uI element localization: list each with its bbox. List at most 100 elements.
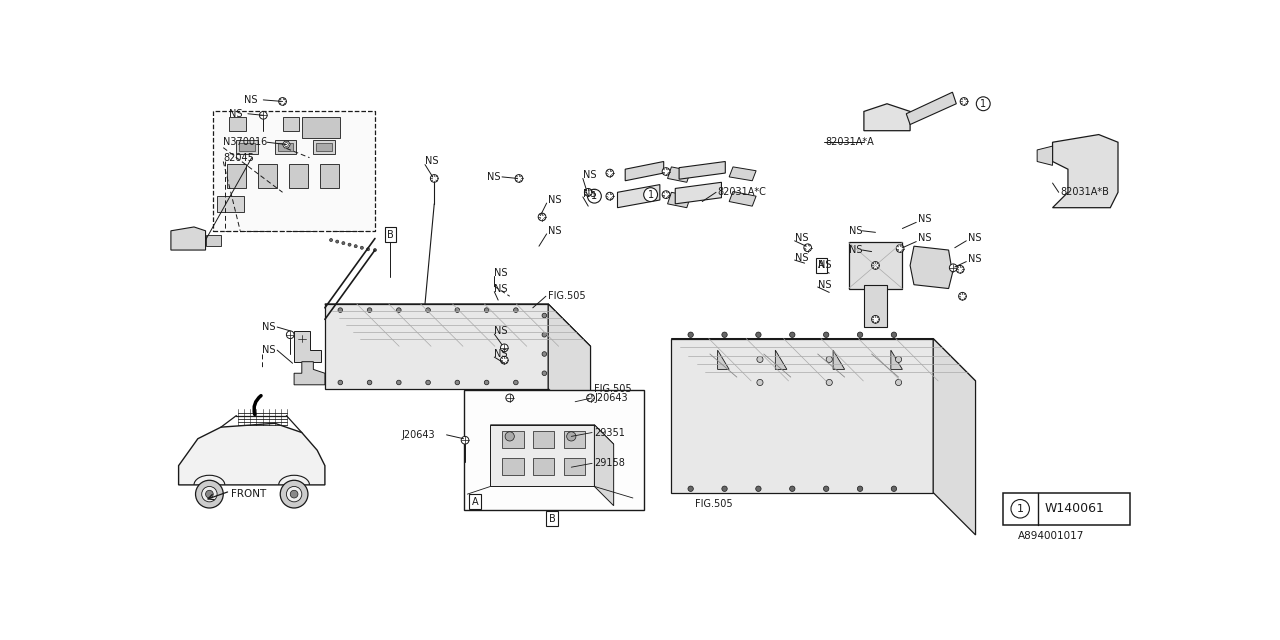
Circle shape: [196, 480, 223, 508]
Bar: [229, 117, 246, 131]
Circle shape: [896, 380, 901, 385]
Circle shape: [284, 143, 288, 147]
Circle shape: [662, 168, 669, 175]
Polygon shape: [676, 182, 722, 204]
Polygon shape: [776, 350, 787, 369]
Polygon shape: [680, 161, 726, 179]
Circle shape: [804, 244, 812, 252]
Text: 29158: 29158: [594, 458, 625, 468]
Bar: [302, 117, 340, 138]
Circle shape: [891, 486, 896, 492]
Circle shape: [790, 332, 795, 337]
Text: 82031A*B: 82031A*B: [1060, 188, 1110, 197]
Polygon shape: [668, 167, 691, 182]
Text: NS: NS: [425, 157, 439, 166]
Text: NS: NS: [262, 345, 275, 355]
Circle shape: [506, 394, 513, 402]
Text: NS: NS: [918, 214, 932, 224]
Circle shape: [1011, 500, 1029, 518]
Polygon shape: [172, 227, 206, 250]
Polygon shape: [672, 339, 975, 381]
Bar: [278, 143, 293, 150]
Circle shape: [329, 239, 333, 241]
Bar: [283, 117, 300, 131]
Text: 29351: 29351: [594, 428, 625, 438]
Circle shape: [367, 308, 372, 312]
Polygon shape: [864, 104, 910, 131]
Circle shape: [342, 241, 344, 244]
Circle shape: [338, 308, 343, 312]
Bar: [502, 458, 524, 475]
Circle shape: [541, 332, 547, 337]
Circle shape: [513, 308, 518, 312]
Circle shape: [756, 380, 763, 385]
Polygon shape: [933, 339, 975, 535]
Circle shape: [541, 371, 547, 376]
Circle shape: [366, 248, 370, 251]
Bar: [257, 164, 278, 188]
Circle shape: [896, 244, 904, 252]
Circle shape: [500, 344, 508, 352]
Circle shape: [722, 486, 727, 492]
Bar: [316, 143, 332, 150]
Circle shape: [287, 331, 294, 339]
Circle shape: [506, 432, 515, 441]
Text: NS: NS: [849, 226, 861, 236]
Bar: [502, 431, 524, 448]
Polygon shape: [1037, 146, 1052, 165]
Circle shape: [484, 308, 489, 312]
Circle shape: [298, 335, 306, 342]
Polygon shape: [490, 425, 613, 444]
Circle shape: [959, 292, 966, 300]
Bar: [237, 140, 257, 154]
Circle shape: [891, 332, 896, 337]
Text: W140061: W140061: [1044, 502, 1105, 515]
Polygon shape: [617, 184, 660, 208]
Text: NS: NS: [548, 226, 562, 236]
Text: NS: NS: [582, 189, 596, 199]
Circle shape: [454, 308, 460, 312]
Bar: [563, 431, 585, 448]
Text: NS: NS: [918, 234, 932, 243]
Circle shape: [454, 380, 460, 385]
Circle shape: [896, 356, 901, 362]
Text: NS: NS: [494, 284, 508, 294]
Circle shape: [430, 175, 438, 182]
Polygon shape: [910, 246, 952, 289]
Circle shape: [287, 486, 302, 502]
Circle shape: [790, 486, 795, 492]
Polygon shape: [730, 167, 756, 180]
Circle shape: [515, 175, 522, 182]
Circle shape: [279, 97, 287, 106]
Text: NS: NS: [968, 254, 982, 264]
Circle shape: [513, 380, 518, 385]
Text: NS: NS: [818, 260, 831, 271]
Text: 82031A*A: 82031A*A: [826, 137, 874, 147]
Circle shape: [722, 332, 727, 337]
Circle shape: [662, 191, 669, 198]
Bar: [563, 458, 585, 475]
Circle shape: [826, 356, 832, 362]
Text: NS: NS: [849, 245, 861, 255]
Circle shape: [687, 486, 694, 492]
Circle shape: [858, 486, 863, 492]
Text: 1: 1: [980, 99, 987, 109]
Text: NS: NS: [494, 349, 508, 359]
Circle shape: [397, 308, 401, 312]
Circle shape: [374, 248, 376, 252]
Polygon shape: [1052, 134, 1117, 208]
Circle shape: [500, 356, 508, 364]
Circle shape: [826, 380, 832, 385]
Circle shape: [872, 316, 879, 323]
Text: NS: NS: [486, 172, 500, 182]
Text: 1: 1: [648, 189, 654, 200]
Circle shape: [755, 486, 762, 492]
Circle shape: [586, 394, 594, 402]
Bar: [314, 140, 335, 154]
Circle shape: [348, 243, 351, 246]
Text: FIG.505: FIG.505: [695, 499, 732, 509]
Polygon shape: [594, 425, 613, 506]
Circle shape: [823, 486, 829, 492]
Circle shape: [687, 332, 694, 337]
Circle shape: [567, 432, 576, 441]
